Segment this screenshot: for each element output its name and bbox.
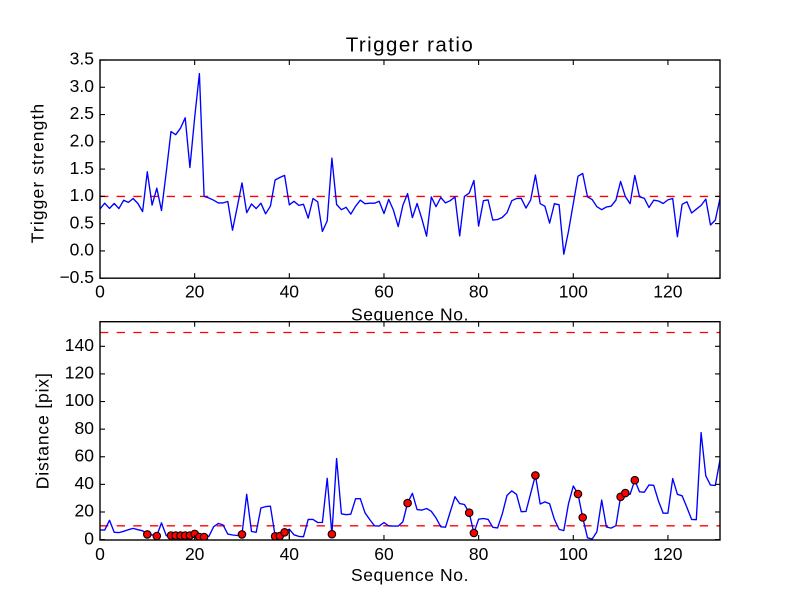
svg-text:1.0: 1.0 <box>70 185 95 205</box>
svg-text:0: 0 <box>84 528 94 548</box>
svg-text:100: 100 <box>65 390 94 410</box>
svg-text:20: 20 <box>185 282 205 302</box>
svg-text:2.5: 2.5 <box>70 103 94 123</box>
svg-text:140: 140 <box>65 335 94 355</box>
svg-text:20: 20 <box>185 544 205 564</box>
svg-text:100: 100 <box>559 282 588 302</box>
svg-text:40: 40 <box>280 544 300 564</box>
svg-text:60: 60 <box>75 446 95 466</box>
svg-text:40: 40 <box>280 282 300 302</box>
svg-text:1.5: 1.5 <box>70 158 94 178</box>
svg-text:0: 0 <box>95 282 105 302</box>
svg-text:3.0: 3.0 <box>70 76 95 96</box>
svg-text:Trigger strength: Trigger strength <box>28 103 48 243</box>
svg-text:80: 80 <box>469 544 489 564</box>
svg-text:Trigger ratio: Trigger ratio <box>346 34 475 57</box>
svg-text:0.0: 0.0 <box>70 240 95 260</box>
svg-text:40: 40 <box>75 473 95 493</box>
svg-text:80: 80 <box>75 418 95 438</box>
svg-text:60: 60 <box>374 282 394 302</box>
svg-text:0.5: 0.5 <box>70 212 94 232</box>
svg-text:120: 120 <box>65 363 94 383</box>
svg-text:Sequence No.: Sequence No. <box>351 565 469 585</box>
svg-text:120: 120 <box>653 544 682 564</box>
svg-text:3.5: 3.5 <box>70 49 94 69</box>
svg-text:2.0: 2.0 <box>70 131 95 151</box>
svg-text:Distance [pix]: Distance [pix] <box>32 372 52 489</box>
svg-text:Sequence No.: Sequence No. <box>351 305 469 325</box>
svg-text:−0.5: −0.5 <box>59 267 94 287</box>
svg-text:80: 80 <box>469 282 489 302</box>
svg-text:100: 100 <box>559 544 588 564</box>
svg-text:0: 0 <box>95 544 105 564</box>
svg-text:120: 120 <box>653 282 682 302</box>
svg-text:20: 20 <box>75 501 95 521</box>
svg-text:60: 60 <box>374 544 394 564</box>
